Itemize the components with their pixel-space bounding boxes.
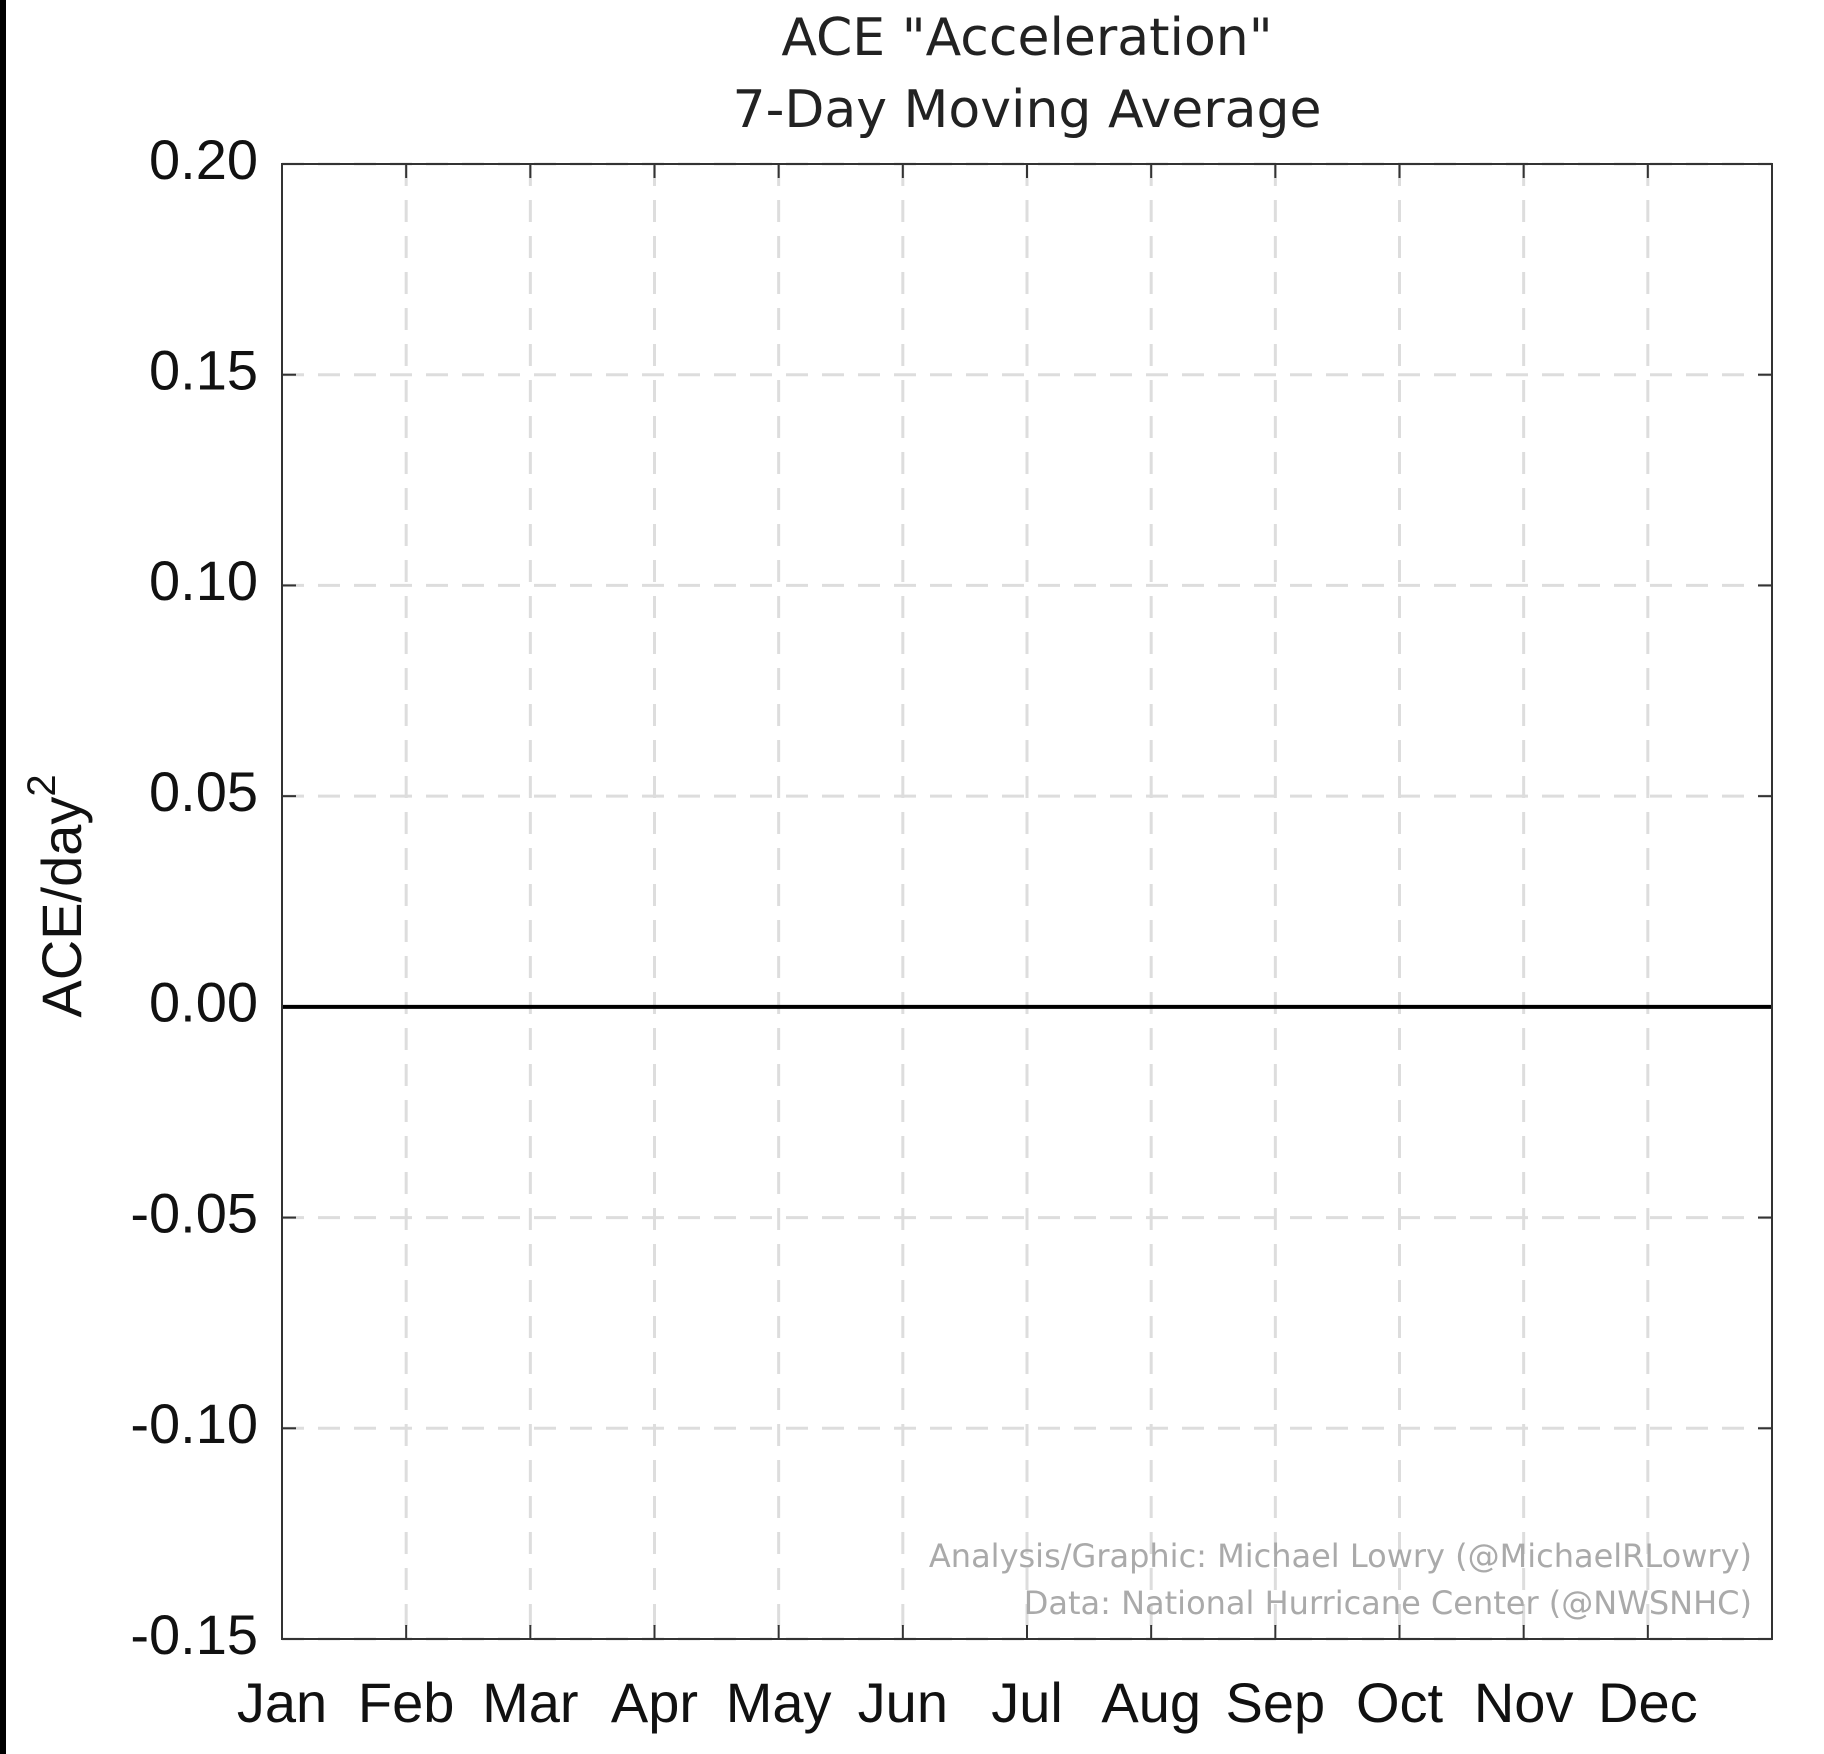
x-tick-label: Nov bbox=[1474, 1671, 1574, 1734]
x-tick-label: Mar bbox=[482, 1671, 578, 1734]
x-tick-label: Jun bbox=[858, 1671, 948, 1734]
x-tick-label: Feb bbox=[358, 1671, 455, 1734]
y-tick-label: 0.10 bbox=[149, 549, 258, 612]
annotation: Data: National Hurricane Center (@NWSNHC… bbox=[1024, 1584, 1752, 1622]
y-tick-label: 0.20 bbox=[149, 128, 258, 191]
left-edge bbox=[0, 0, 6, 1754]
chart-subtitle: 7-Day Moving Average bbox=[733, 80, 1322, 140]
y-axis-label: ACE/day2 bbox=[20, 774, 93, 1017]
chart-title: ACE "Acceleration" bbox=[781, 8, 1272, 68]
x-tick-label: Sep bbox=[1226, 1671, 1326, 1734]
y-tick-label: 0.05 bbox=[149, 760, 258, 823]
y-tick-label: 0.15 bbox=[149, 339, 258, 402]
annotation: Analysis/Graphic: Michael Lowry (@Michae… bbox=[929, 1537, 1752, 1575]
y-tick-label: -0.15 bbox=[130, 1603, 258, 1666]
x-tick-label: May bbox=[726, 1671, 832, 1734]
x-tick-label: Jul bbox=[991, 1671, 1063, 1734]
y-tick-label: -0.10 bbox=[130, 1392, 258, 1455]
plot-frame bbox=[281, 163, 1773, 1640]
x-tick-label: Aug bbox=[1101, 1671, 1201, 1734]
x-tick-label: Oct bbox=[1356, 1671, 1444, 1734]
y-tick-label: 0.00 bbox=[149, 971, 258, 1034]
x-tick-label: Jan bbox=[237, 1671, 327, 1734]
x-tick-label: Apr bbox=[611, 1671, 698, 1734]
y-axis-label-superscript: 2 bbox=[20, 774, 64, 796]
y-tick-label: -0.05 bbox=[130, 1181, 258, 1244]
x-tick-label: Dec bbox=[1598, 1671, 1698, 1734]
y-axis-label-text: ACE/day bbox=[30, 797, 93, 1018]
